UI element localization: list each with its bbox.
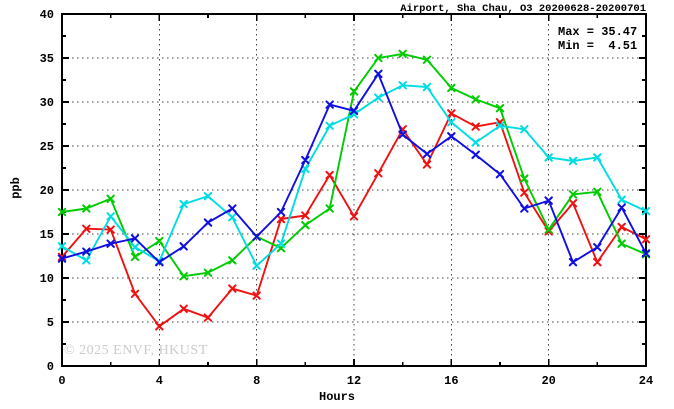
y-tick-label: 25 [40, 140, 54, 154]
chart-title: Airport, Sha Chau, O3 20200628-20200701 [400, 3, 646, 15]
x-axis-label: Hours [318, 390, 356, 404]
y-tick-label: 40 [40, 8, 54, 22]
series-markers-red [57, 109, 651, 331]
series-markers-blue [57, 69, 651, 267]
y-tick-label: 10 [40, 272, 54, 286]
x-tick-label: 12 [347, 374, 361, 388]
axis-frame [61, 13, 647, 367]
series-markers-cyan [57, 81, 651, 270]
y-tick-label: 5 [47, 316, 54, 330]
max-min-annotation: Max = 35.47 Min = 4.51 [558, 25, 637, 53]
tick-labels: 0 4 8 12 16 20 24 0 5 10 15 20 25 30 35 40 [40, 8, 654, 388]
series-red [57, 109, 651, 331]
x-tick-label: 4 [156, 374, 163, 388]
y-tick-label: 35 [40, 52, 54, 66]
x-tick-label: 24 [639, 374, 653, 388]
watermark: © 2025 ENVF, HKUST [64, 343, 208, 358]
y-tick-label: 0 [47, 360, 54, 374]
max-value-label: Max = 35.47 [558, 25, 638, 39]
x-tick-label: 0 [58, 374, 65, 388]
x-tick-label: 20 [541, 374, 555, 388]
x-tick-label: 16 [444, 374, 458, 388]
gridlines [62, 14, 646, 366]
series-blue [57, 69, 651, 267]
y-tick-label: 30 [40, 96, 54, 110]
y-tick-label: 20 [40, 184, 54, 198]
min-value-label: Min = 4.51 [558, 39, 638, 53]
y-tick-label: 15 [40, 228, 54, 242]
x-tick-label: 8 [253, 374, 260, 388]
y-axis-label: ppb [9, 177, 23, 199]
